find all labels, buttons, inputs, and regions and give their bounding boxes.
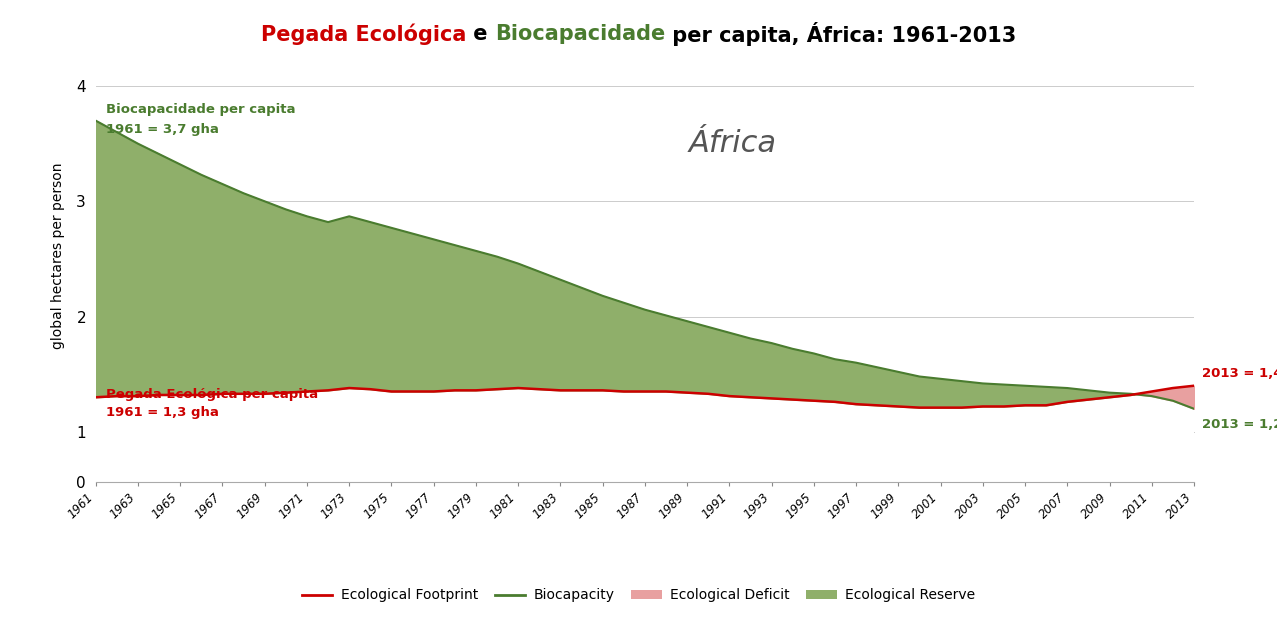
Text: 1961 = 3,7 gha: 1961 = 3,7 gha (106, 123, 220, 136)
Text: 1961 = 1,3 gha: 1961 = 1,3 gha (106, 407, 220, 420)
Text: 2013 = 1,2 gha: 2013 = 1,2 gha (1203, 418, 1277, 431)
Text: per capita, África: 1961-2013: per capita, África: 1961-2013 (665, 22, 1016, 46)
Text: Pegada Ecológica: Pegada Ecológica (261, 23, 466, 44)
Text: 2013 = 1,4 gha: 2013 = 1,4 gha (1203, 367, 1277, 381)
Text: Biocapacidade: Biocapacidade (494, 24, 665, 44)
Text: e: e (466, 24, 494, 44)
Text: Pegada Ecológica per capita: Pegada Ecológica per capita (106, 388, 318, 401)
Legend: Ecological Footprint, Biocapacity, Ecological Deficit, Ecological Reserve: Ecological Footprint, Biocapacity, Ecolo… (296, 583, 981, 608)
Y-axis label: global hectares per person: global hectares per person (51, 163, 65, 349)
Text: Biocapacidade per capita: Biocapacidade per capita (106, 103, 296, 116)
Text: África: África (688, 129, 776, 158)
